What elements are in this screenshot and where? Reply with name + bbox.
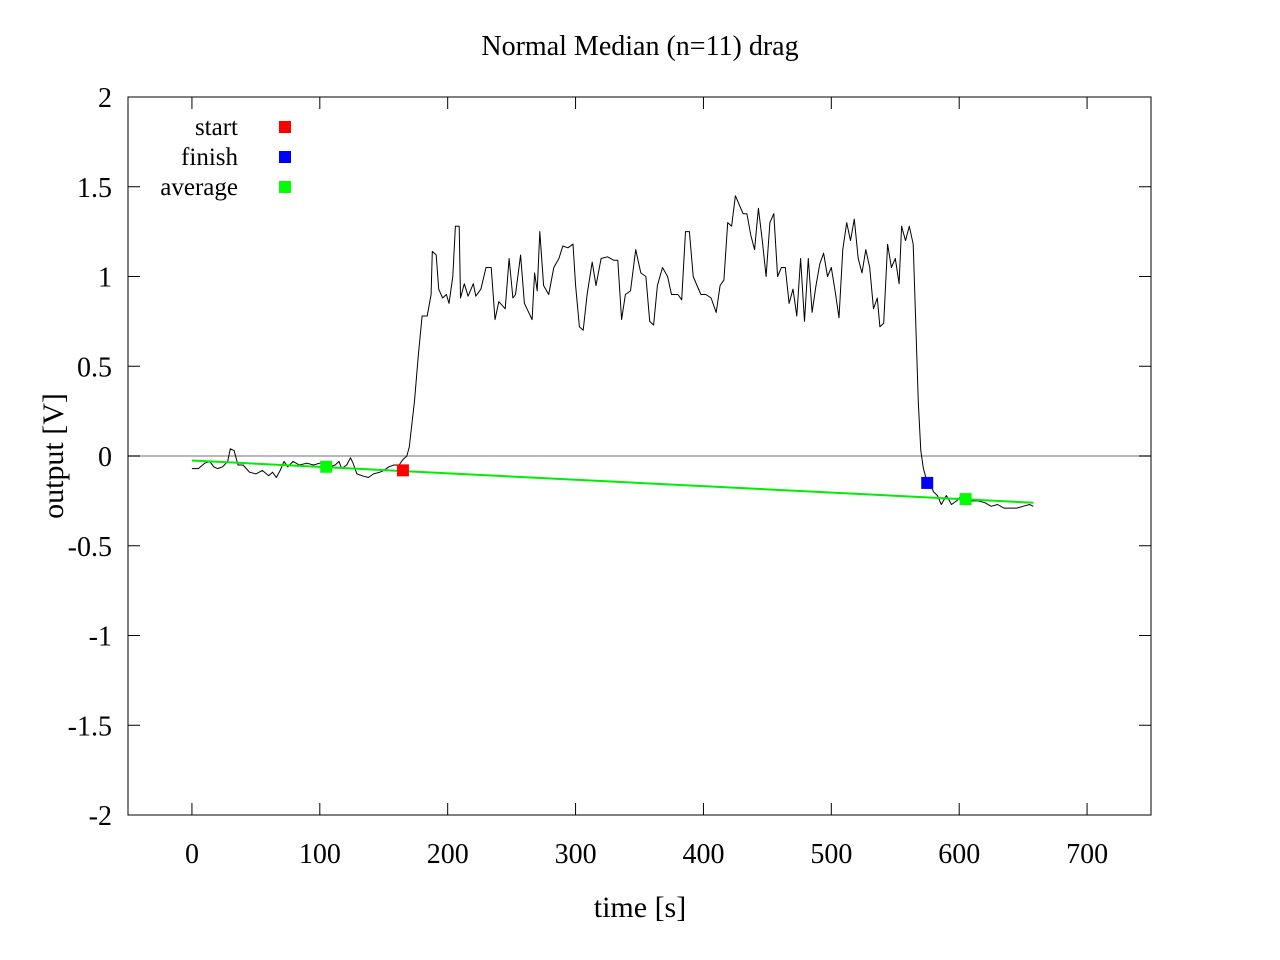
y-tick-label: -0.5: [68, 532, 112, 563]
plot-frame: [127, 96, 1152, 816]
finish-marker: [921, 476, 934, 489]
x-tick-label: 500: [810, 839, 852, 870]
chart-title: Normal Median (n=11) drag: [481, 31, 798, 62]
y-axis-label: output [V]: [37, 393, 70, 519]
y-tick-label: 0: [98, 442, 112, 473]
x-tick-label: 0: [185, 839, 199, 870]
output-signal-line: [191, 195, 1034, 509]
legend-swatch-start: [279, 121, 291, 133]
marker-layer: [320, 460, 972, 506]
y-tick-label: -1: [89, 622, 112, 653]
y-tick-labels: 2 1.5 1 0.5 0 -0.5 -1 -1.5 -2: [68, 83, 112, 832]
x-tick-label: 100: [299, 839, 341, 870]
x-tick-label: 400: [682, 839, 724, 870]
y-tick-label: 1.5: [77, 173, 112, 204]
legend-label-finish: finish: [181, 144, 238, 171]
y-tick-label: -1.5: [68, 711, 112, 742]
legend-swatch-average: [279, 181, 291, 193]
legend-label-start: start: [195, 114, 238, 141]
x-tick-label: 200: [427, 839, 469, 870]
x-tick-labels: 0 100 200 300 400 500 600 700: [185, 839, 1108, 870]
x-axis-label: time [s]: [594, 891, 686, 924]
legend: start finish average: [160, 114, 291, 201]
y-tick-label: -2: [89, 801, 112, 832]
y-tick-label: 1: [98, 263, 112, 294]
y-tick-label: 2: [98, 83, 112, 114]
series-layer: [191, 195, 1034, 509]
legend-swatch-finish: [279, 151, 291, 163]
legend-label-average: average: [160, 174, 238, 201]
average-marker: [320, 460, 333, 473]
average-marker: [959, 493, 972, 506]
start-marker: [396, 464, 409, 477]
x-tick-label: 600: [938, 839, 980, 870]
average-baseline-line: [191, 459, 1034, 504]
x-tick-label: 700: [1066, 839, 1108, 870]
y-tick-label: 0.5: [77, 352, 112, 383]
x-tick-label: 300: [555, 839, 597, 870]
